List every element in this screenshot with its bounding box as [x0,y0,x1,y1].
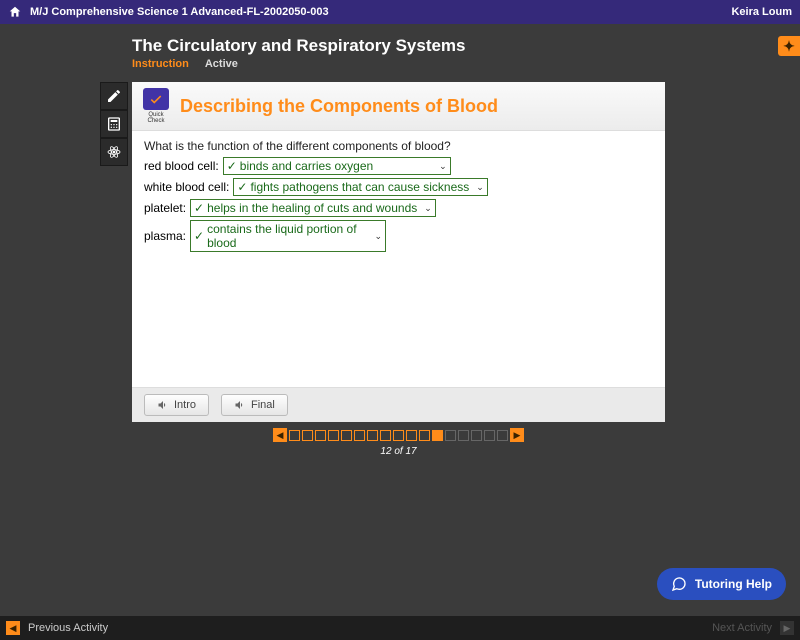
pager: ◀ ▶ 12 of 17 [132,428,665,457]
slide-header: Quick Check Describing the Components of… [132,82,665,131]
pager-page-8[interactable] [380,430,391,441]
pager-page-13 [445,430,456,441]
pager-next[interactable]: ▶ [510,428,524,442]
check-icon: ✓ [237,180,247,194]
pager-page-11[interactable] [419,430,430,441]
row-label: red blood cell: [144,159,219,173]
intro-audio-button[interactable]: Intro [144,394,209,416]
answer-row: plasma: ✓ contains the liquid portion of… [144,220,653,252]
chevron-down-icon: ⌄ [476,182,484,193]
slide-footer: Intro Final [132,387,665,422]
answer-row: platelet: ✓ helps in the healing of cuts… [144,199,653,217]
pager-page-12[interactable] [432,430,443,441]
quick-check-icon: Quick Check [142,88,170,124]
slide-body: What is the function of the different co… [132,131,665,387]
next-activity-label: Next Activity [712,622,772,634]
tab-active[interactable]: Active [205,58,238,70]
user-name[interactable]: Keira Loum [731,6,792,18]
chevron-down-icon: ⌄ [439,161,447,172]
pager-page-6[interactable] [354,430,365,441]
home-icon[interactable] [8,5,22,19]
prev-activity-label[interactable]: Previous Activity [28,622,108,634]
slide-title: Describing the Components of Blood [180,96,498,117]
answer-row: white blood cell: ✓ fights pathogens tha… [144,178,653,196]
toolbar-sidebar [100,82,128,166]
check-icon: ✓ [194,201,204,215]
top-bar: M/J Comprehensive Science 1 Advanced-FL-… [0,0,800,24]
row-label: plasma: [144,229,186,243]
select-plasma[interactable]: ✓ contains the liquid portion of blood ⌄ [190,220,386,252]
next-activity-arrow: ▶ [780,621,794,635]
select-white-blood-cell[interactable]: ✓ fights pathogens that can cause sickne… [233,178,487,196]
course-title: M/J Comprehensive Science 1 Advanced-FL-… [30,6,329,18]
tab-instruction[interactable]: Instruction [132,58,189,70]
bottom-bar: ◀ Previous Activity Next Activity ▶ [0,616,800,640]
pager-page-10[interactable] [406,430,417,441]
check-icon: ✓ [227,159,237,173]
pager-page-16 [484,430,495,441]
row-label: white blood cell: [144,180,229,194]
row-label: platelet: [144,201,186,215]
calculator-icon[interactable] [100,110,128,138]
select-red-blood-cell[interactable]: ✓ binds and carries oxygen ⌄ [223,157,451,175]
pager-page-5[interactable] [341,430,352,441]
pager-page-3[interactable] [315,430,326,441]
pager-page-4[interactable] [328,430,339,441]
pager-prev[interactable]: ◀ [273,428,287,442]
select-platelet[interactable]: ✓ helps in the healing of cuts and wound… [190,199,436,217]
prev-activity-arrow[interactable]: ◀ [6,621,20,635]
pencil-icon[interactable] [100,82,128,110]
pager-page-2[interactable] [302,430,313,441]
chevron-down-icon: ⌄ [424,203,432,214]
tutoring-help-button[interactable]: Tutoring Help [657,568,786,600]
pager-page-17 [497,430,508,441]
final-audio-button[interactable]: Final [221,394,288,416]
slide-panel: Quick Check Describing the Components of… [132,82,665,422]
question-text: What is the function of the different co… [144,139,653,153]
chevron-down-icon: ⌄ [374,231,382,242]
pager-page-9[interactable] [393,430,404,441]
check-icon: ✓ [194,229,204,243]
atom-icon[interactable] [100,138,128,166]
lesson-title: The Circulatory and Respiratory Systems [132,36,800,56]
lesson-header: The Circulatory and Respiratory Systems … [0,24,800,70]
expand-button[interactable]: ✦ [778,36,800,56]
answer-row: red blood cell: ✓ binds and carries oxyg… [144,157,653,175]
pager-page-14 [458,430,469,441]
pager-page-7[interactable] [367,430,378,441]
pager-page-1[interactable] [289,430,300,441]
pager-text: 12 of 17 [380,446,416,457]
pager-page-15 [471,430,482,441]
